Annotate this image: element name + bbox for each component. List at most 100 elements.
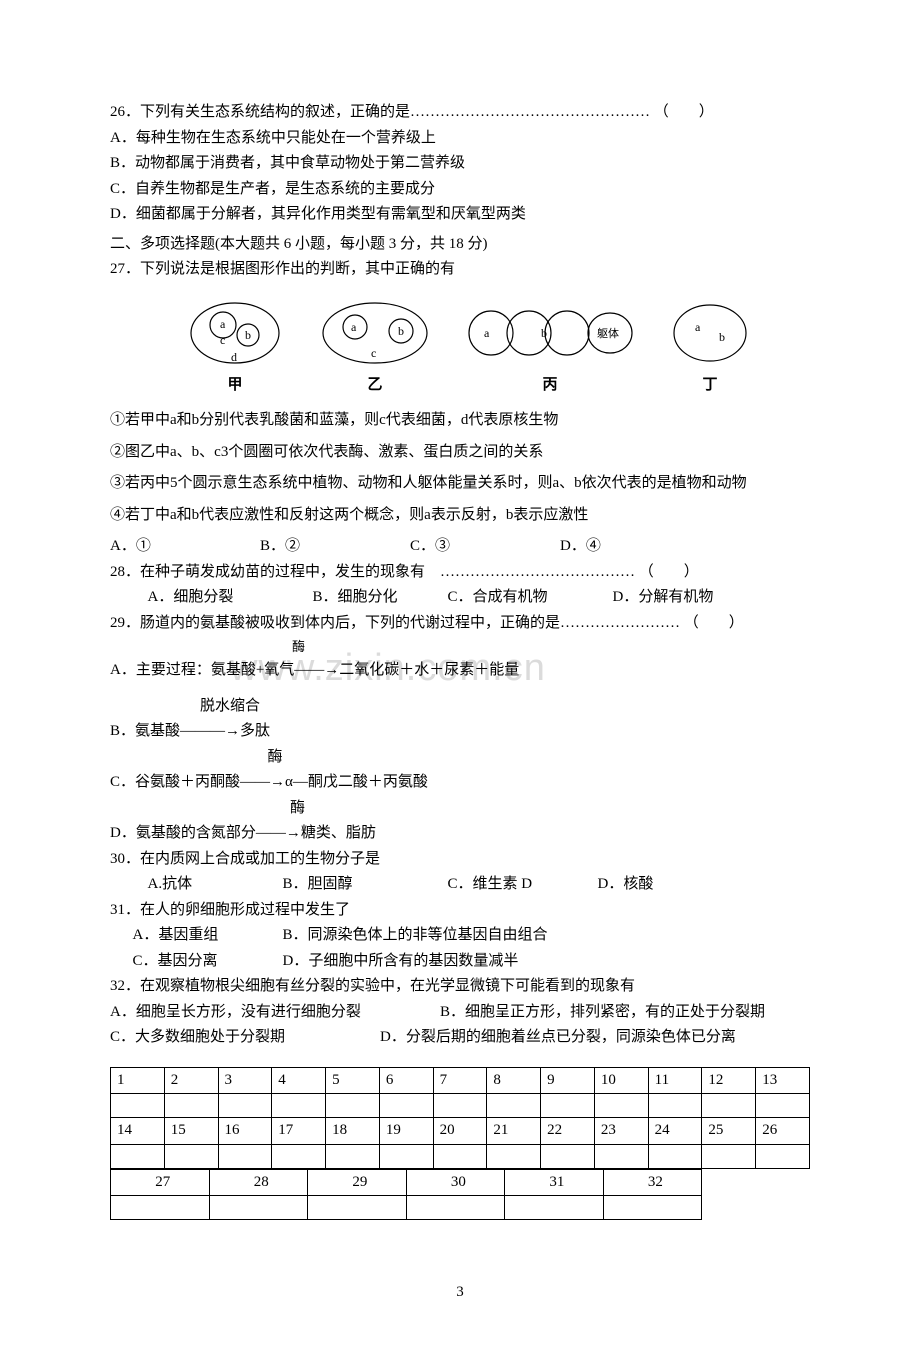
q28-opt-d: D．分解有机物 (613, 585, 714, 611)
q32-opt-c: C．大多数细胞处于分裂期 (110, 1025, 380, 1051)
cell: 21 (487, 1118, 541, 1145)
svg-text:a: a (351, 320, 357, 334)
svg-text:a: a (484, 326, 490, 340)
q30-opt-d: D．核酸 (598, 872, 654, 898)
q28-paren: （ ） (639, 564, 699, 580)
cell: 11 (648, 1067, 702, 1094)
q27-opt-d: D．④ (560, 534, 710, 560)
table-row-1-ans (111, 1094, 810, 1118)
cell: 12 (702, 1067, 756, 1094)
fig-yi: a b c 乙 (315, 297, 435, 399)
cell: 27 (111, 1169, 210, 1196)
q32-opt-b: B．细胞呈正方形，排列紧密，有的正处于分裂期 (440, 1000, 765, 1026)
q28-opt-b: B．细胞分化 (313, 585, 448, 611)
q27-opt-b: B．② (260, 534, 410, 560)
cell: 9 (541, 1067, 595, 1094)
section2-title: 二、多项选择题(本大题共 6 小题，每小题 3 分，共 18 分) (110, 232, 810, 258)
cell: 24 (648, 1118, 702, 1145)
q26-opt-c: C．自养生物都是生产者，是生态系统的主要成分 (110, 177, 810, 203)
svg-text:b: b (719, 330, 725, 344)
q30-stem: 30．在内质网上合成或加工的生物分子是 (110, 847, 810, 873)
q26-paren: （ ） (654, 104, 714, 120)
q27-opt-a: A．① (110, 534, 260, 560)
cell: 25 (702, 1118, 756, 1145)
q31-opt-a: A．基因重组 (133, 923, 283, 949)
fig-yi-label: 乙 (367, 373, 382, 399)
q27-opt-c: C．③ (410, 534, 560, 560)
fig-jia-svg: a c b d (185, 297, 285, 369)
q27-stem: 27．下列说法是根据图形作出的判断，其中正确的有 (110, 257, 810, 283)
fig-jia-label: 甲 (227, 373, 242, 399)
cell: 23 (594, 1118, 648, 1145)
cell: 14 (111, 1118, 165, 1145)
cell: 4 (272, 1067, 326, 1094)
answer-table: 1 2 3 4 5 6 7 8 9 10 11 12 13 14 15 16 1… (110, 1067, 810, 1169)
q29-d-enz: 酶 (110, 796, 810, 822)
q29-paren: （ ） (684, 615, 744, 631)
cell: 31 (505, 1169, 604, 1196)
cell: 1 (111, 1067, 165, 1094)
q32-options-ab: A．细胞呈长方形，没有进行细胞分裂 B．细胞呈正方形，排列紧密，有的正处于分裂期 (110, 1000, 810, 1026)
q32-opt-a: A．细胞呈长方形，没有进行细胞分裂 (110, 1000, 440, 1026)
q31-options-ab: A．基因重组 B．同源染色体上的非等位基因自由组合 (110, 923, 810, 949)
fig-bing-svg: a b 躯体 (465, 297, 635, 369)
q27-s3: ③若丙中5个圆示意生态系统中植物、动物和人躯体能量关系时，则a、b依次代表的是植… (110, 471, 810, 497)
cell: 32 (603, 1169, 702, 1196)
q31-opt-b: B．同源染色体上的非等位基因自由组合 (283, 923, 548, 949)
q30-opt-c: C．维生素 D (448, 872, 598, 898)
svg-text:a: a (695, 320, 701, 334)
q29-a-enz: 酶 (110, 636, 810, 658)
table-row-2: 14 15 16 17 18 19 20 21 22 23 24 25 26 (111, 1118, 810, 1145)
q31-options-cd: C．基因分离 D．子细胞中所含有的基因数量减半 (110, 949, 810, 975)
cell: 13 (756, 1067, 810, 1094)
table-row-3: 27 28 29 30 31 32 (111, 1169, 702, 1196)
q30-options: A.抗体 B．胆固醇 C．维生素 D D．核酸 (110, 872, 810, 898)
cell: 19 (379, 1118, 433, 1145)
q28-stem-text: 28．在种子萌发成幼苗的过程中，发生的现象有 ………………………………… (110, 564, 635, 580)
q27-options: A．① B．② C．③ D．④ (110, 534, 810, 560)
cell: 6 (379, 1067, 433, 1094)
q26-stem-text: 26．下列有关生态系统结构的叙述，正确的是………………………………………… (110, 104, 650, 120)
q29-opt-d: D．氨基酸的含氮部分——→糖类、脂肪 (110, 821, 810, 847)
q30-opt-b: B．胆固醇 (283, 872, 448, 898)
q29-opt-b: B．氨基酸———→多肽 (110, 719, 810, 745)
cell: 16 (218, 1118, 272, 1145)
cell: 17 (272, 1118, 326, 1145)
q26-opt-a: A．每种生物在生态系统中只能处在一个营养级上 (110, 126, 810, 152)
svg-text:a: a (220, 317, 226, 331)
cell: 30 (406, 1169, 505, 1196)
cell: 3 (218, 1067, 272, 1094)
table-row-3-ans (111, 1196, 702, 1220)
cell: 28 (209, 1169, 308, 1196)
q28-opt-a: A．细胞分裂 (148, 585, 313, 611)
q30-opt-a: A.抗体 (148, 872, 283, 898)
q26-opt-d: D．细菌都属于分解者，其异化作用类型有需氧型和厌氧型两类 (110, 202, 810, 228)
cell: 22 (541, 1118, 595, 1145)
fig-bing-label: 丙 (542, 373, 557, 399)
q29-c-enz: 酶 (110, 745, 810, 771)
q29-opt-c: C．谷氨酸＋丙酮酸——→α—酮戊二酸＋丙氨酸 (110, 770, 810, 796)
answer-table-2: 27 28 29 30 31 32 (110, 1169, 702, 1221)
fig-yi-svg: a b c (315, 297, 435, 369)
q31-stem: 31．在人的卵细胞形成过程中发生了 (110, 898, 810, 924)
q32-opt-d: D．分裂后期的细胞着丝点已分裂，同源染色体已分离 (380, 1025, 736, 1051)
svg-text:c: c (220, 333, 225, 347)
cell: 29 (308, 1169, 407, 1196)
q27-s2: ②图乙中a、b、c3个圆圈可依次代表酶、激素、蛋白质之间的关系 (110, 440, 810, 466)
q26-stem: 26．下列有关生态系统结构的叙述，正确的是………………………………………… （ … (110, 100, 810, 126)
table-row-2-ans (111, 1144, 810, 1168)
svg-text:躯体: 躯体 (597, 326, 619, 340)
fig-ding: a b 丁 (665, 297, 755, 399)
cell: 7 (433, 1067, 487, 1094)
fig-jia: a c b d 甲 (185, 297, 285, 399)
fig-bing: a b 躯体 丙 (465, 297, 635, 399)
q27-s1: ①若甲中a和b分别代表乳酸菌和蓝藻，则c代表细菌，d代表原核生物 (110, 408, 810, 434)
fig-ding-label: 丁 (702, 373, 717, 399)
q32-stem: 32．在观察植物根尖细胞有丝分裂的实验中，在光学显微镜下可能看到的现象有 (110, 974, 810, 1000)
q28-options: A．细胞分裂 B．细胞分化 C．合成有机物 D．分解有机物 (110, 585, 810, 611)
cell: 2 (164, 1067, 218, 1094)
q28-stem: 28．在种子萌发成幼苗的过程中，发生的现象有 ………………………………… （ ） (110, 560, 810, 586)
svg-text:c: c (371, 346, 376, 360)
q29-b-cond: 脱水缩合 (110, 694, 810, 720)
cell: 26 (756, 1118, 810, 1145)
